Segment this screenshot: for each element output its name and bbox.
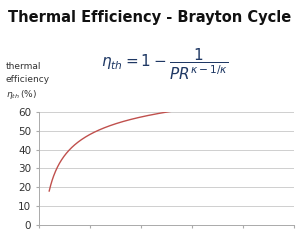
Text: Thermal Efficiency - Brayton Cycle: Thermal Efficiency - Brayton Cycle [8, 10, 292, 25]
Text: thermal
efficiency
$\eta_{th\!}$ (%): thermal efficiency $\eta_{th\!}$ (%) [6, 62, 50, 101]
Text: $\eta_{th} = 1 - \dfrac{1}{PR^{\kappa-1/\kappa}}$: $\eta_{th} = 1 - \dfrac{1}{PR^{\kappa-1/… [101, 47, 229, 82]
